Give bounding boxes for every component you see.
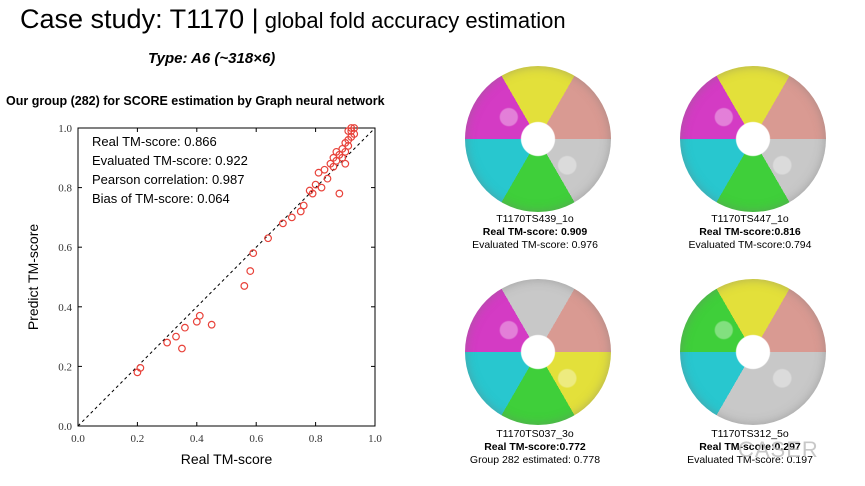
data-point — [341, 147, 350, 156]
data-point — [192, 317, 201, 326]
data-point — [207, 320, 216, 329]
protein-structure-image — [465, 66, 611, 212]
x-tick-label: 0.2 — [131, 433, 145, 445]
data-point — [320, 165, 329, 174]
model-name: T1170TS447_1o — [711, 213, 789, 225]
data-point — [299, 201, 308, 210]
data-point — [195, 311, 204, 320]
model-name: T1170TS037_3o — [496, 428, 574, 440]
stats-annotation: Bias of TM-score: 0.064 — [92, 191, 230, 206]
evaluated-tm-score: Evaluated TM-score: 0.976 — [472, 239, 598, 251]
data-point — [181, 323, 189, 332]
data-point — [311, 180, 320, 189]
x-tick-label: 0.8 — [309, 433, 323, 445]
y-tick-label: 0.4 — [58, 302, 72, 314]
protein-panel-1 — [445, 62, 635, 212]
panel-caption-2: T1170TS447_1o Real TM-score:0.816 Evalua… — [655, 213, 845, 252]
panel-caption-3: T1170TS037_3o Real TM-score:0.772 Group … — [440, 428, 630, 467]
scatter-chart: 0.0 0.2 0.4 0.6 0.8 1.0 0.0 0.2 0.4 0.6 0.8 1.0 Real… — [25, 123, 382, 467]
data-point — [341, 159, 350, 168]
data-point — [329, 162, 338, 171]
protein-structure-image — [465, 279, 611, 425]
y-tick-label: 0.6 — [58, 242, 72, 254]
slide-title-main: Case study: T1170 | — [20, 4, 259, 34]
data-point — [317, 183, 326, 192]
model-name: T1170TS439_1o — [496, 213, 574, 225]
chart-heading: Our group (282) for SCORE estimation by … — [6, 94, 385, 108]
protein-panel-3 — [445, 275, 635, 425]
protein-panel-2 — [660, 62, 850, 212]
real-tm-score: Real TM-score:0.297 — [699, 441, 801, 453]
data-point — [287, 213, 296, 222]
protein-structure-image — [680, 279, 826, 425]
data-point — [264, 234, 272, 243]
protein-panel-4 — [660, 275, 850, 425]
watermark: CASER — [738, 437, 819, 462]
data-point — [296, 207, 305, 216]
data-point — [332, 156, 341, 165]
stats-annotation: Evaluated TM-score: 0.922 — [92, 153, 248, 168]
x-tick-label: 0.0 — [71, 433, 85, 445]
data-point — [344, 141, 353, 150]
plot-frame — [77, 127, 376, 427]
real-tm-score: Real TM-score: 0.909 — [482, 226, 588, 238]
evaluated-tm-score: Group 282 estimated: 0.778 — [469, 454, 601, 466]
y-tick-label: 0.0 — [58, 421, 72, 433]
data-point — [314, 168, 323, 177]
data-point — [172, 332, 180, 341]
data-point — [136, 363, 145, 372]
panel-caption-4: T1170TS312_5o Real TM-score:0.297 Evalua… — [655, 428, 845, 467]
data-point — [249, 249, 258, 258]
real-tm-score: Real TM-score:0.816 — [699, 226, 801, 238]
data-point — [323, 174, 332, 183]
target-type-label: Type: A6 (~318×6) — [148, 50, 276, 67]
y-tick-label: 0.2 — [58, 361, 72, 373]
slide-title-sub: global fold accuracy estimation — [258, 8, 566, 33]
data-point — [178, 344, 186, 353]
y-tick-label: 0.8 — [58, 183, 72, 195]
x-tick-label: 0.6 — [249, 433, 263, 445]
x-tick-label: 0.4 — [190, 433, 204, 445]
x-tick-label: 1.0 — [368, 433, 382, 445]
stats-annotation: Pearson correlation: 0.987 — [92, 172, 244, 187]
real-tm-score: Real TM-score:0.772 — [484, 441, 586, 453]
y-axis-label: Predict TM-score — [25, 224, 41, 331]
data-point — [350, 130, 359, 138]
data-point — [335, 189, 344, 198]
model-name: T1170TS312_5o — [711, 428, 789, 440]
evaluated-tm-score: Evaluated TM-score:0.794 — [688, 239, 812, 251]
data-point — [350, 124, 359, 132]
data-point — [240, 282, 249, 290]
x-axis-label: Real TM-score — [181, 451, 273, 467]
protein-structure-image — [680, 66, 826, 212]
evaluated-tm-score: Evaluated TM-score: 0.197 — [687, 454, 813, 466]
data-point — [308, 189, 317, 198]
data-point — [163, 338, 172, 347]
data-point — [347, 124, 356, 132]
panel-caption-1: T1170TS439_1o Real TM-score: 0.909 Evalu… — [440, 213, 630, 252]
data-point — [279, 219, 287, 228]
data-point — [338, 153, 347, 162]
reference-line — [77, 127, 376, 427]
data-point — [246, 267, 255, 275]
slide-title: Case study: T1170 | global fold accuracy… — [20, 4, 566, 35]
data-point — [332, 147, 341, 156]
stats-annotation: Real TM-score: 0.866 — [92, 134, 217, 149]
y-tick-label: 1.0 — [58, 123, 72, 135]
